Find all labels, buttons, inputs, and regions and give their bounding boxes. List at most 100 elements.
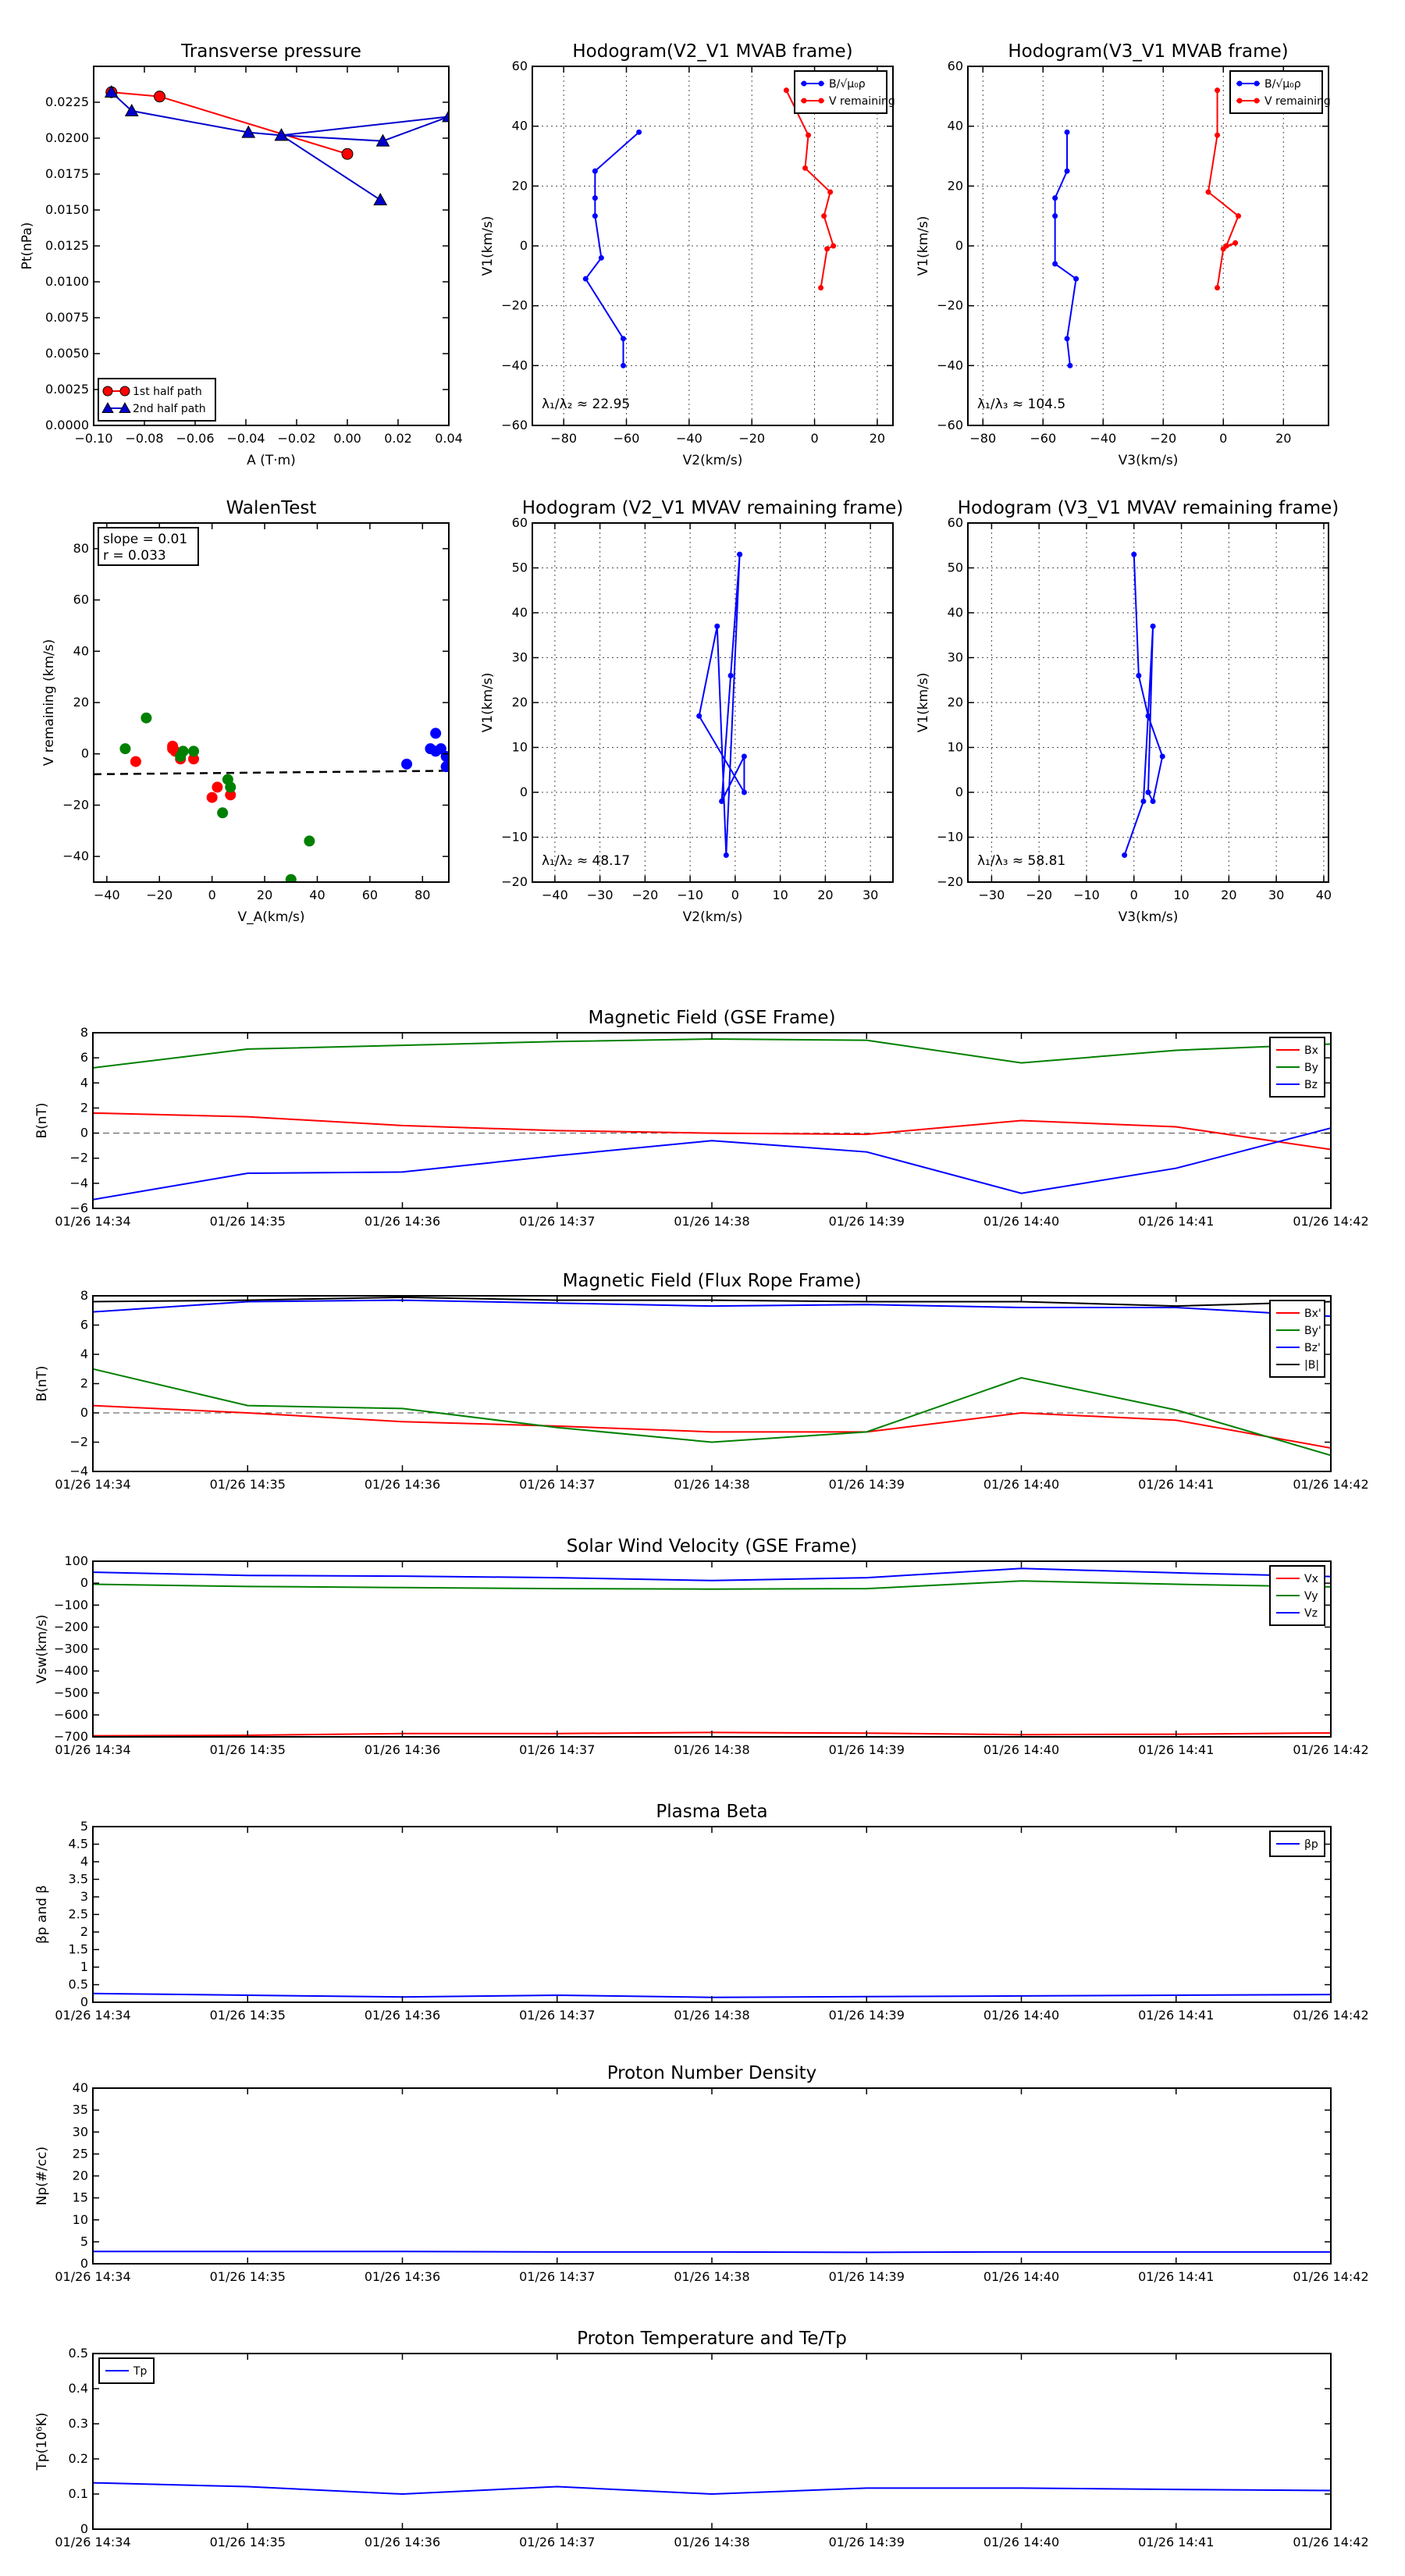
- y-tick-label: 2: [80, 1924, 88, 1939]
- x-tick-label: 01/26 14:36: [365, 2008, 440, 2023]
- x-tick-label: 0: [731, 888, 739, 902]
- y-tick-label: 40: [512, 605, 528, 620]
- y-tick-label: 0: [80, 2256, 88, 2271]
- x-tick-label: 01/26 14:35: [210, 1214, 286, 1229]
- x-tick-label: 01/26 14:38: [674, 2008, 749, 2023]
- scatter-point: [206, 792, 218, 803]
- x-tick-label: 01/26 14:42: [1293, 1742, 1368, 1757]
- x-tick-label: −40: [676, 431, 702, 446]
- x-tick-label: 01/26 14:36: [365, 1214, 440, 1229]
- legend-label: Vx: [1304, 1573, 1318, 1585]
- y-tick-label: −2: [69, 1435, 88, 1450]
- series-group: [1122, 551, 1165, 858]
- x-tick-label: 01/26 14:34: [55, 1742, 130, 1757]
- y-axis-label: B(nT): [34, 1365, 50, 1401]
- y-tick-label: 3: [80, 1889, 88, 1904]
- data-point: [802, 165, 809, 171]
- x-tick-label: 01/26 14:36: [365, 1477, 440, 1492]
- x-tick-label: −10: [1073, 888, 1100, 902]
- legend-label: By': [1304, 1325, 1321, 1337]
- y-tick-label: 0.0200: [45, 130, 89, 145]
- y-tick-label: 0.0125: [45, 238, 89, 253]
- x-tick-label: −60: [1030, 431, 1056, 446]
- ratio-annotation: λ₁/λ₃ ≈ 104.5: [977, 397, 1065, 412]
- data-point: [714, 623, 720, 629]
- x-tick-label: 01/26 14:37: [519, 1477, 595, 1492]
- data-point: [1052, 261, 1058, 267]
- regression-fit-line: [94, 770, 449, 776]
- series-bz--line: [93, 1299, 1331, 1318]
- x-tick-label: −60: [614, 431, 640, 446]
- x-tick-label: 20: [870, 431, 885, 446]
- chart-hodo_v2v1_mvab: −80 −60 −40 −20 0 20 −60 −40 −20 0 20 40 60 Hodogram(…: [480, 41, 895, 468]
- x-tick-label: 0.04: [435, 431, 463, 446]
- plot-frame: [967, 66, 1329, 426]
- data-point-marker: [101, 402, 114, 414]
- stats-box: [98, 527, 199, 566]
- y-tick-label: 60: [512, 515, 528, 530]
- data-point: [1122, 852, 1128, 858]
- y-tick-label: 15: [73, 2190, 88, 2205]
- y-tick-label: 60: [73, 592, 89, 607]
- x-tick-label: −80: [550, 431, 577, 446]
- legend: Bx' By' Bz' |B|: [1269, 1300, 1325, 1378]
- y-axis-label: Tp(10⁶K): [34, 2412, 50, 2471]
- y-tick-label: 0: [80, 1994, 88, 2009]
- y-tick-label: 2: [80, 1376, 88, 1391]
- x-axis-label: A (T·m): [247, 453, 296, 468]
- x-tick-label: −30: [979, 888, 1005, 902]
- series-2nd-half-path-line: [111, 91, 449, 201]
- chart-title: Plasma Beta: [656, 1802, 767, 1822]
- y-tick-label: 4: [80, 1075, 88, 1090]
- x-tick-label: 01/26 14:35: [210, 1477, 286, 1492]
- y-tick-label: 3.5: [69, 1872, 88, 1887]
- chart-title: Hodogram (V2_V1 MVAV remaining frame): [522, 498, 903, 518]
- chart-mag_gse: 01/26 14:34 01/26 14:35 01/26 14:36 01/26 1…: [34, 1008, 1369, 1229]
- x-tick-label: 01/26 14:42: [1293, 2008, 1368, 2023]
- legend-label: Tp: [133, 2365, 148, 2378]
- data-point: [818, 285, 824, 291]
- legend-marker: [1254, 80, 1260, 87]
- data-point-marker: [154, 91, 165, 103]
- y-tick-label: 40: [73, 643, 89, 658]
- legend-marker: [801, 80, 807, 87]
- x-tick-label: 80: [414, 888, 430, 902]
- series-group: [582, 87, 837, 368]
- y-tick-label: 0.0225: [45, 94, 89, 109]
- y-tick-label: −20: [501, 874, 528, 889]
- y-tick-label: −2: [69, 1151, 88, 1165]
- x-tick-label: −20: [631, 888, 658, 902]
- chart-title: Solar Wind Velocity (GSE Frame): [567, 1536, 857, 1557]
- data-point: [1140, 799, 1147, 804]
- x-tick-label: 01/26 14:42: [1293, 1214, 1368, 1229]
- chart-title: Hodogram(V3_V1 MVAB frame): [1008, 41, 1288, 62]
- legend-label: V remaining: [1264, 95, 1331, 108]
- data-point: [831, 243, 837, 249]
- x-tick-label: 01/26 14:39: [829, 1742, 905, 1757]
- chart-title: Hodogram(V2_V1 MVAB frame): [572, 41, 852, 62]
- y-tick-label: 30: [512, 650, 528, 665]
- x-tick-label: −0.06: [176, 431, 214, 446]
- x-tick-label: 0.02: [384, 431, 412, 446]
- x-tick-label: −0.10: [74, 431, 112, 446]
- data-point: [1064, 168, 1070, 174]
- chart-hodo_v2v1_mvav: −40 −30 −20 −10 0 10 20 30 −20 −10 0 10 20 30 40 50 60Ho…: [480, 498, 903, 925]
- y-tick-label: 0.4: [69, 2381, 88, 2396]
- data-point: [806, 132, 812, 138]
- y-tick-label: 60: [512, 59, 528, 73]
- x-tick-label: −0.08: [125, 431, 163, 446]
- series-group: [93, 1038, 1331, 1201]
- ratio-annotation: λ₁/λ₃ ≈ 58.81: [977, 853, 1065, 869]
- y-axis-label: Np(#/cc): [34, 2147, 50, 2205]
- series-group: [93, 1296, 1331, 1457]
- y-tick-label: 0: [80, 1575, 88, 1590]
- y-tick-label: −6: [69, 1201, 88, 1215]
- x-tick-label: −20: [738, 431, 765, 446]
- data-point: [621, 362, 627, 368]
- x-tick-label: 01/26 14:41: [1138, 1214, 1214, 1229]
- x-tick-label: 01/26 14:38: [674, 2535, 749, 2549]
- y-tick-label: 60: [948, 515, 963, 530]
- y-axis-label: V remaining (km/s): [41, 639, 57, 767]
- data-point: [1236, 213, 1241, 219]
